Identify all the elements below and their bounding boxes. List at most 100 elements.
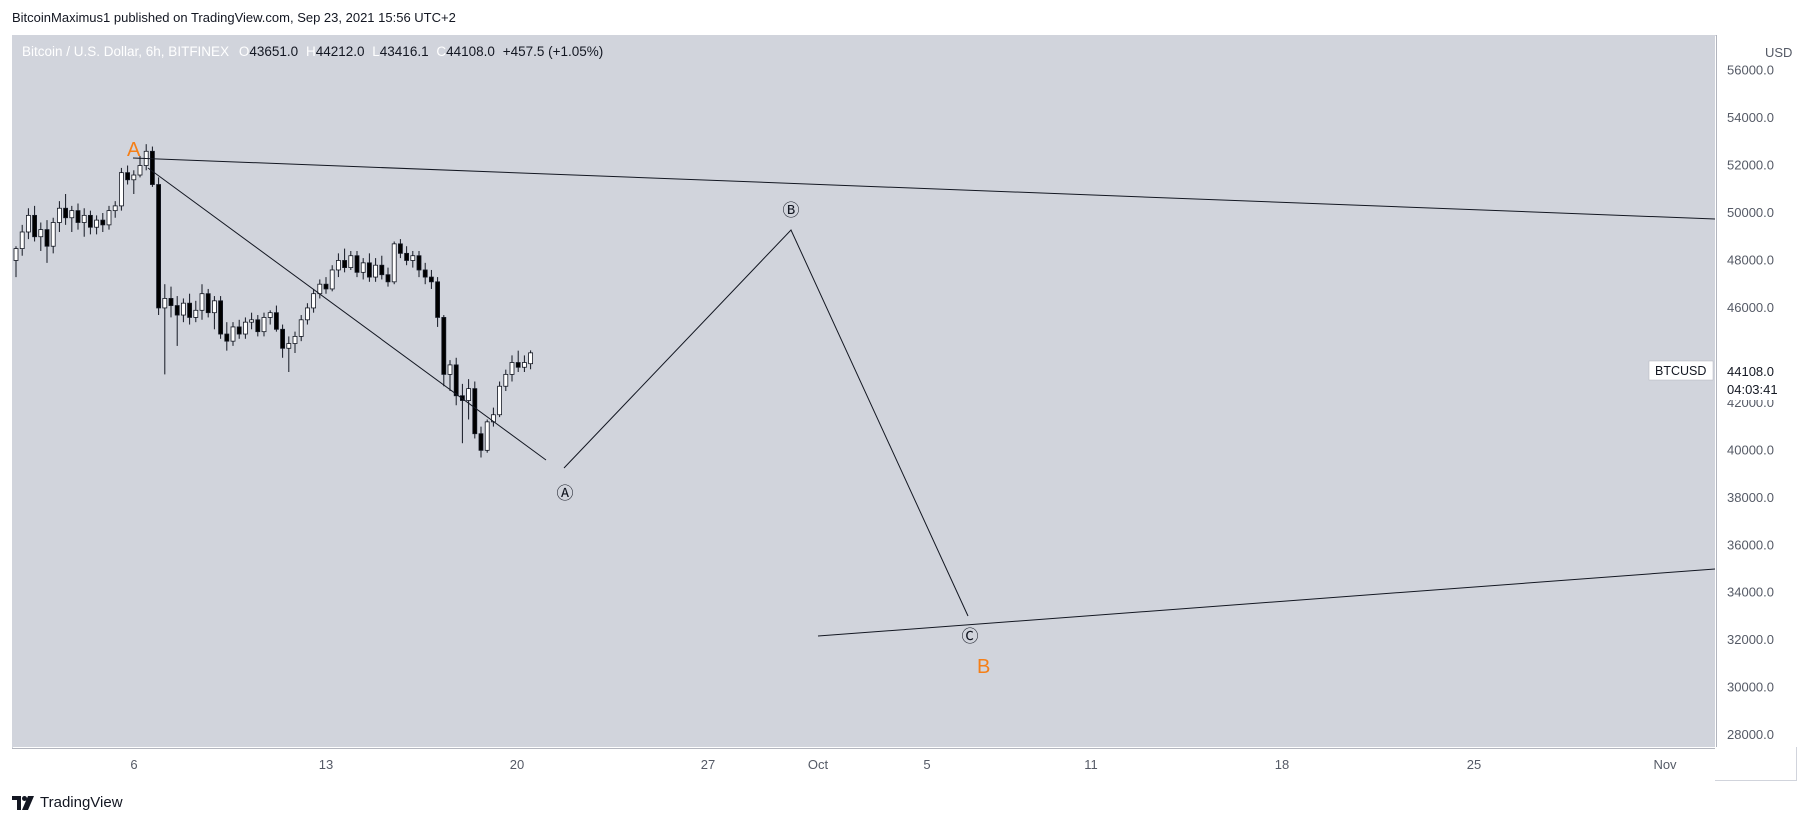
wave-layer — [563, 229, 969, 617]
legend-low-label: L — [372, 44, 380, 59]
candle-body — [348, 255, 354, 268]
candle-body — [88, 214, 93, 228]
currency-label-text: USD — [1765, 45, 1792, 60]
x-tick-label: 20 — [510, 757, 524, 772]
price-tag: BTCUSD 44108.0 04:03:41 — [1648, 360, 1794, 400]
downtrend-line — [147, 167, 547, 461]
candle-body — [404, 252, 410, 261]
wave-label-b: B — [977, 656, 990, 678]
y-tick-label: 54000.0 — [1727, 110, 1774, 125]
legend-close-label: C — [436, 44, 447, 59]
y-tick-label: 56000.0 — [1727, 63, 1774, 78]
x-ticks-layer: 6 13 20 27 Oct 5 11 18 25 Nov — [130, 757, 1677, 772]
y-tick-label: 52000.0 — [1727, 158, 1774, 173]
plot-area[interactable] — [12, 35, 1715, 747]
candle-body — [323, 283, 329, 290]
legend-high: 44212.0 — [315, 44, 365, 59]
tradingview-logo[interactable]: TradingView — [12, 794, 123, 811]
candle-body — [32, 214, 37, 238]
y-tick-label: 30000.0 — [1727, 680, 1774, 695]
candle-body — [509, 362, 515, 375]
x-tick-label: 6 — [130, 757, 137, 772]
candle-body — [193, 309, 199, 318]
candle-body — [273, 312, 279, 330]
candle-body — [149, 150, 155, 185]
candle-body — [19, 231, 25, 249]
legend-high-label: H — [305, 44, 316, 59]
trend-layer — [132, 157, 1716, 637]
wave-path — [563, 229, 969, 617]
candle-body — [385, 274, 391, 283]
candle-body — [342, 260, 348, 268]
y-tick-label: 46000.0 — [1727, 300, 1774, 315]
candle-body — [174, 305, 180, 316]
candle-body — [335, 260, 341, 271]
candle-body — [249, 319, 255, 323]
candle-body — [261, 317, 267, 333]
candle-body — [224, 333, 230, 342]
time-axis[interactable] — [12, 748, 1715, 782]
legend-open: 43651.0 — [249, 44, 299, 59]
candle-body — [428, 276, 434, 283]
candle-body — [187, 302, 193, 318]
candle-body — [360, 262, 366, 273]
legend-open-label: O — [238, 44, 250, 59]
candle-body — [354, 255, 360, 273]
candle-body — [106, 210, 112, 226]
x-tick-label: 27 — [701, 757, 715, 772]
candle-body — [466, 388, 472, 401]
candle-body — [38, 229, 44, 238]
y-tick-label: 48000.0 — [1727, 252, 1774, 267]
candle-body — [447, 364, 453, 375]
candle-body — [255, 319, 261, 333]
candle-body — [13, 248, 19, 261]
candle-body — [236, 326, 242, 335]
candle-body — [522, 362, 527, 368]
candle-body — [57, 207, 62, 223]
x-tick-label: Oct — [808, 757, 829, 772]
candle-body — [50, 222, 56, 247]
candle-body — [63, 207, 68, 219]
candle-body — [298, 319, 304, 337]
chart-legend: Bitcoin / U.S. Dollar, 6h, BITFINEX O436… — [22, 44, 603, 59]
candle-body — [218, 300, 224, 335]
sub-wave-label-c: Ⓒ — [962, 627, 979, 647]
candle-body — [162, 298, 168, 309]
candle-body — [441, 317, 447, 375]
candle-body — [69, 210, 75, 219]
candle-body — [410, 255, 416, 261]
candle-body — [25, 214, 31, 233]
candle-body — [137, 165, 143, 176]
candle-body — [112, 205, 118, 212]
tradingview-logo-text: TradingView — [40, 794, 123, 811]
candle-body — [472, 388, 478, 435]
candle-body — [503, 373, 509, 387]
x-tick-label: 5 — [923, 757, 930, 772]
y-tick-label: 40000.0 — [1727, 442, 1774, 457]
candle-body — [180, 302, 186, 316]
y-tick-label: 38000.0 — [1727, 490, 1774, 505]
candles-layer — [13, 144, 533, 458]
candle-body — [199, 293, 205, 311]
candle-body — [292, 336, 298, 344]
sub-wave-label-b: Ⓑ — [783, 201, 800, 221]
wave-label-a: A — [127, 139, 141, 161]
candle-body — [211, 300, 217, 314]
currency-label: USD — [1765, 45, 1792, 60]
candle-body — [75, 210, 81, 223]
candle-body — [453, 364, 459, 397]
price-tag-value-box — [1717, 360, 1794, 400]
candle-body — [478, 433, 484, 451]
candle-body — [397, 243, 403, 254]
y-tick-label: 34000.0 — [1727, 585, 1774, 600]
candle-body — [119, 172, 124, 207]
x-tick-label: 25 — [1467, 757, 1481, 772]
legend-low: 43416.1 — [379, 44, 429, 59]
candle-body — [230, 326, 236, 342]
candle-body — [422, 269, 428, 278]
candle-body — [484, 421, 490, 451]
candle-body — [317, 283, 323, 295]
price-tag-symbol-box — [1648, 360, 1714, 381]
candle-body — [497, 385, 503, 416]
